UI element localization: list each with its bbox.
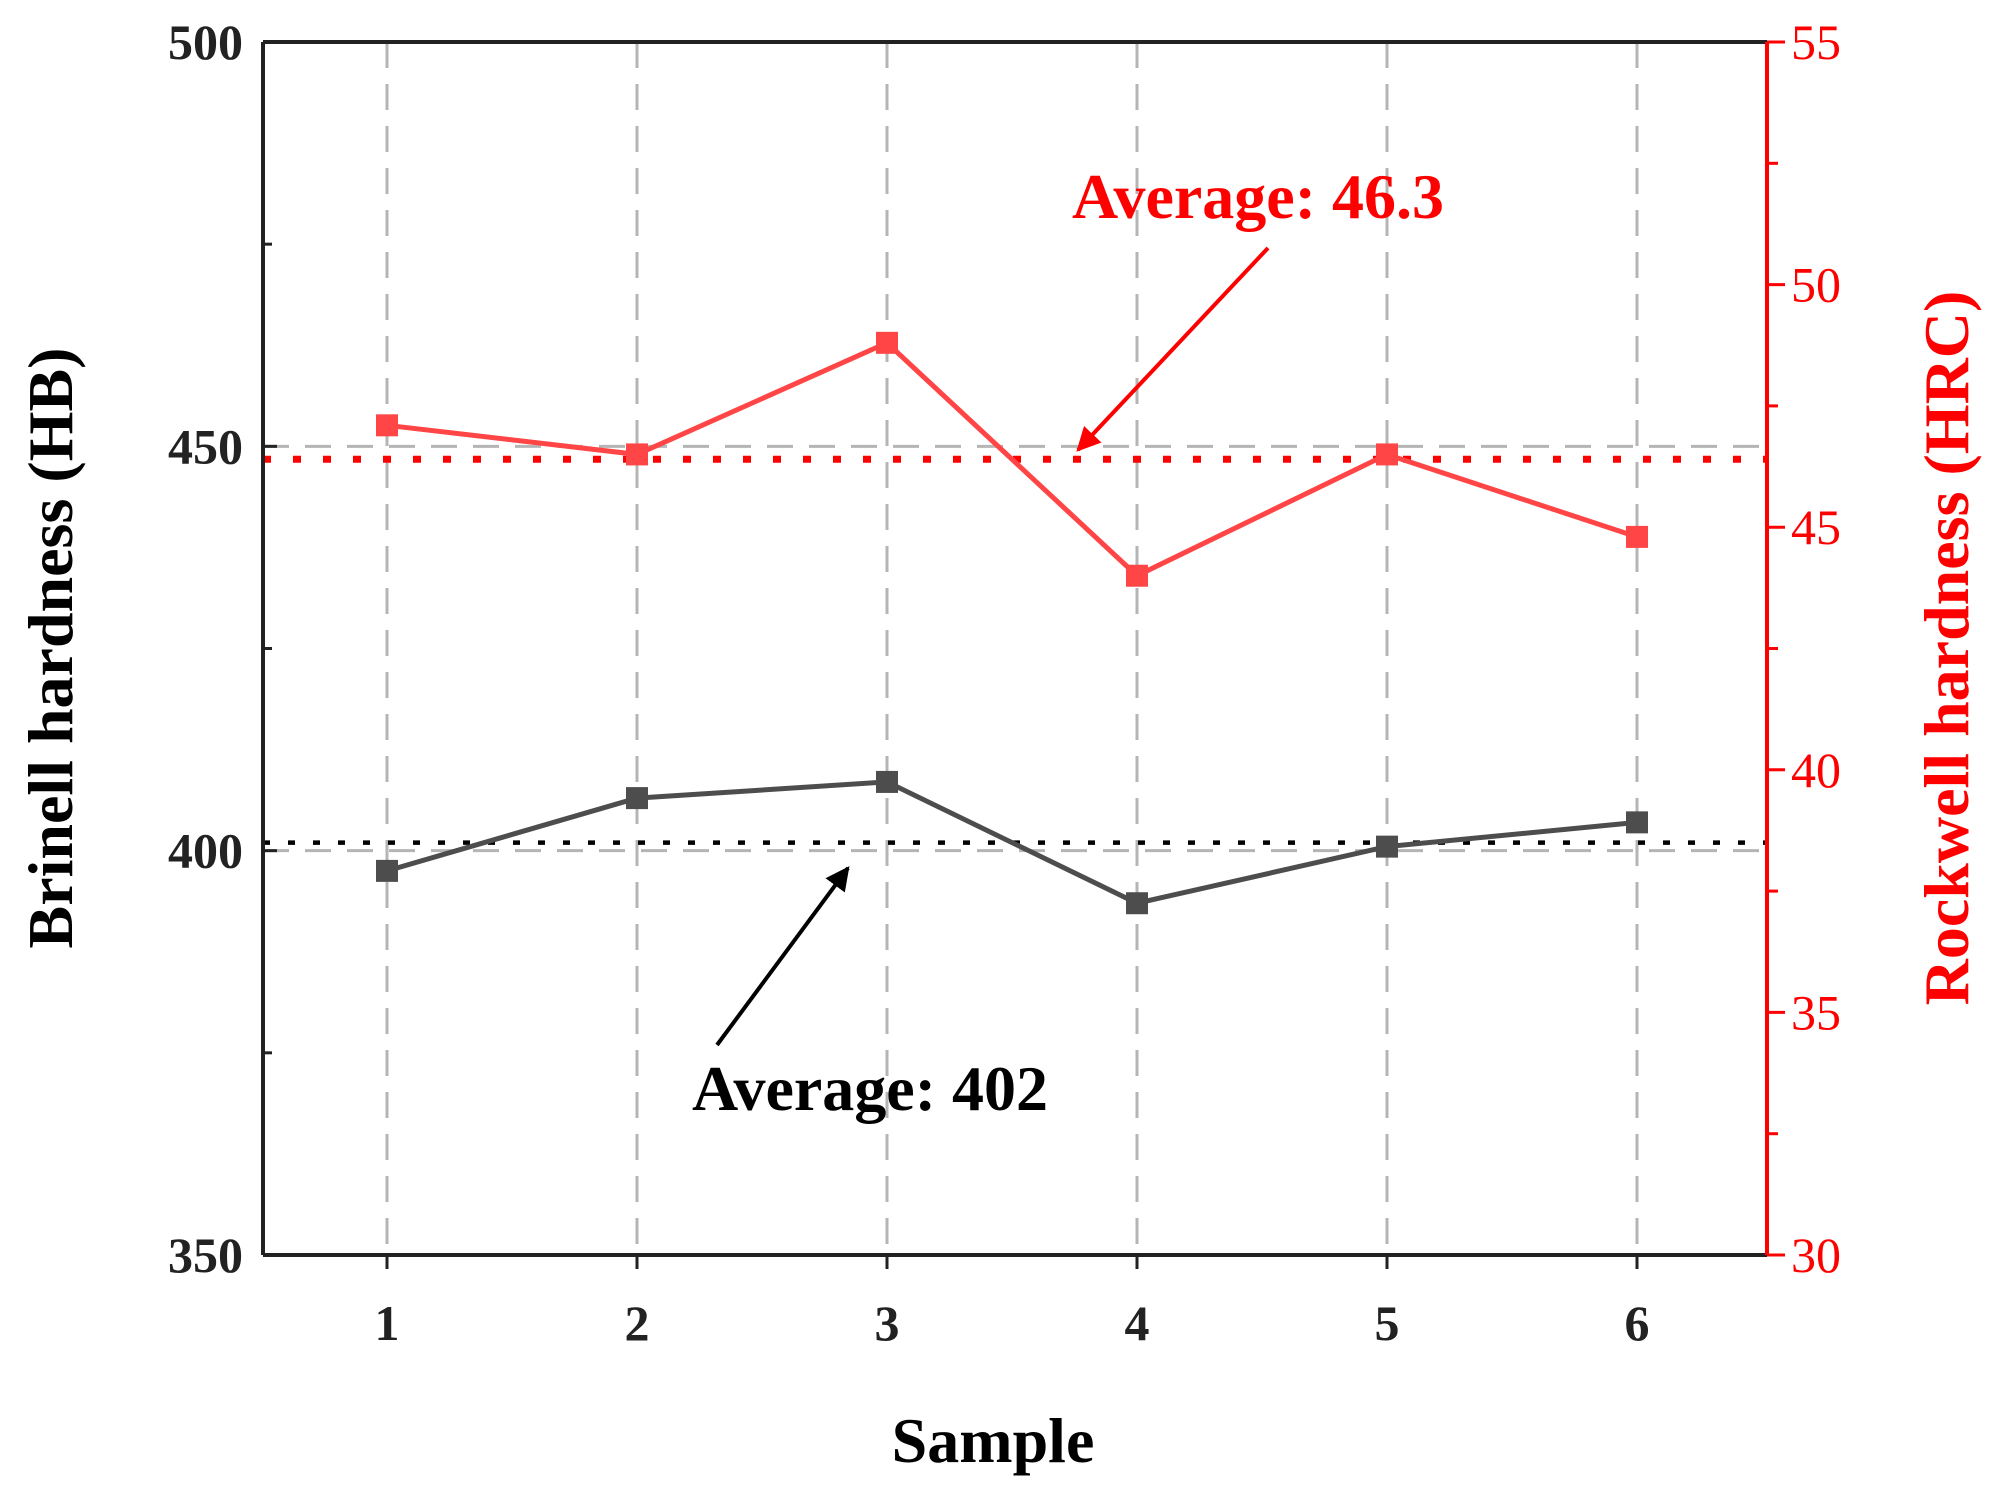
brinell-point-3	[876, 770, 898, 793]
left-tick-label-500: 500	[168, 14, 243, 70]
right-axis-title: Rockwell hardness (HRC)	[1911, 291, 1982, 1006]
rockwell-point-6	[1626, 525, 1648, 548]
x-tick-label-5: 5	[1375, 1295, 1400, 1351]
brinell-point-4	[1126, 892, 1148, 915]
grid	[263, 42, 1767, 1255]
brinell-series-line	[386, 779, 1638, 906]
brinell-average-label: Average: 402	[692, 1053, 1048, 1124]
series	[376, 331, 1648, 915]
right-tick-label-50: 50	[1791, 257, 1841, 313]
left-tick-label-400: 400	[168, 823, 243, 879]
right-tick-label-35: 35	[1791, 984, 1841, 1040]
brinell-point-5	[1376, 835, 1398, 858]
rockwell-point-2	[626, 443, 648, 466]
rockwell-point-1	[376, 414, 398, 437]
x-tick-label-2: 2	[625, 1295, 650, 1351]
average-lines	[263, 455, 1767, 845]
right-tick-label-45: 45	[1791, 499, 1841, 555]
x-tick-label-4: 4	[1125, 1295, 1150, 1351]
rockwell-series-line	[386, 339, 1638, 579]
x-tick-label-1: 1	[375, 1295, 400, 1351]
brinell-point-6	[1626, 811, 1648, 834]
rockwell-average-arrow	[1076, 246, 1270, 452]
left-axis-title: Brinell hardness (HB)	[15, 348, 86, 949]
x-tick-label-3: 3	[875, 1295, 900, 1351]
rockwell-point-5	[1376, 443, 1398, 466]
rockwell-point-4	[1126, 564, 1148, 587]
right-tick-label-30: 30	[1791, 1227, 1841, 1283]
brinell-average-arrow	[715, 866, 850, 1047]
rockwell-point-3	[876, 331, 898, 354]
brinell-point-1	[376, 859, 398, 882]
brinell-point-2	[626, 787, 648, 810]
right-tick-label-55: 55	[1791, 14, 1841, 70]
x-tick-label-6: 6	[1625, 1295, 1650, 1351]
axes	[261, 40, 1785, 1269]
x-axis-title: Sample	[892, 1405, 1095, 1476]
rockwell-average-label: Average: 46.3	[1072, 161, 1444, 232]
right-tick-label-40: 40	[1791, 742, 1841, 798]
left-tick-label-450: 450	[168, 418, 243, 474]
left-tick-label-350: 350	[168, 1227, 243, 1283]
